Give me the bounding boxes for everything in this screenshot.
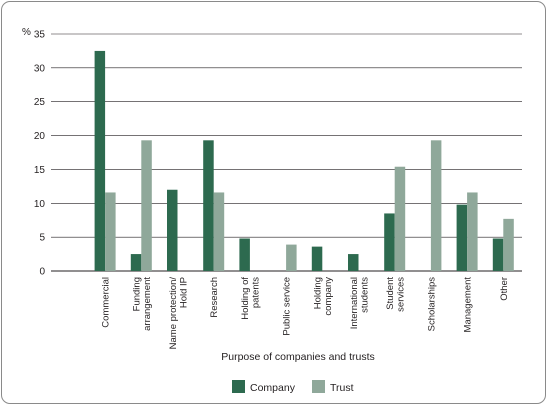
legend-swatch	[312, 380, 325, 393]
category-label-line: Public service	[282, 277, 293, 336]
y-tick-label: 35	[34, 30, 46, 41]
category-label: Internationalstudents	[349, 277, 371, 330]
category-label: Management	[463, 277, 474, 333]
category-label: Holdingcompany	[313, 277, 335, 316]
category-label-line: Management	[463, 277, 474, 333]
bar-trust-8	[394, 166, 406, 271]
category-label-line: Hold IP	[178, 277, 189, 308]
legend: Company Trust	[232, 380, 354, 394]
grid-lines	[51, 33, 522, 272]
category-label-line: Funding	[132, 277, 143, 311]
category-label: Holding ofpatents	[240, 277, 262, 320]
category-label-line: Research	[209, 277, 220, 318]
category-label: Research	[209, 277, 220, 318]
x-axis-title: Purpose of companies and trusts	[221, 351, 375, 363]
category-label-line: services	[395, 277, 406, 312]
bar-company-10	[456, 204, 468, 271]
category-label-line: arrangement	[142, 277, 153, 331]
bar-company-0	[94, 50, 106, 271]
category-label-line: patents	[251, 277, 262, 308]
bar-company-2	[167, 189, 178, 271]
legend-label: Company	[250, 382, 296, 394]
bar-trust-10	[467, 192, 478, 271]
category-label: Name protection/Hold IP	[168, 277, 190, 350]
bar-company-7	[348, 254, 359, 271]
bar-trust-1	[141, 140, 152, 271]
category-labels: Commercial Fundingarrangement Name protect…	[101, 277, 510, 350]
category-label: Other	[499, 277, 510, 301]
bar-company-8	[384, 213, 395, 271]
category-label-line: Holding	[313, 277, 324, 309]
bar-trust-5	[286, 244, 297, 271]
category-label: Fundingarrangement	[132, 277, 154, 331]
y-tick-label: 10	[34, 199, 46, 210]
category-label-line: Name protection/	[168, 277, 179, 350]
y-tick-label: 25	[34, 97, 46, 108]
bar-company-11	[492, 238, 504, 271]
legend-swatch	[232, 380, 245, 393]
category-label-line: Scholarships	[426, 277, 437, 332]
category-label-line: company	[323, 277, 334, 316]
category-label: Public service	[282, 277, 293, 336]
bar-trust-9	[430, 140, 442, 271]
y-axis-unit-label: %	[22, 27, 31, 38]
bar-company-4	[239, 238, 250, 271]
bar-company-1	[130, 254, 142, 271]
bar-trust-0	[105, 192, 116, 271]
category-label-line: Other	[499, 277, 510, 301]
category-label-line: Commercial	[101, 277, 112, 328]
y-tick-label: 20	[34, 131, 46, 142]
bar-trust-3	[213, 192, 225, 271]
category-label: Scholarships	[426, 277, 437, 332]
category-label-line: Holding of	[240, 277, 251, 320]
bars	[94, 50, 514, 271]
category-label-line: Student	[385, 277, 396, 310]
category-label-line: students	[359, 277, 370, 313]
y-tick-label: 15	[34, 165, 46, 176]
bar-trust-11	[503, 218, 514, 271]
y-tick-labels: 0 5 10 15 20 25 30 35	[34, 30, 46, 278]
y-tick-label: 0	[39, 267, 45, 278]
bar-company-6	[311, 246, 323, 271]
category-label: Commercial	[101, 277, 112, 328]
category-label: Studentservices	[385, 277, 407, 312]
y-tick-label: 5	[39, 233, 45, 244]
bar-company-3	[203, 140, 214, 271]
y-tick-label: 30	[34, 63, 46, 74]
category-label-line: International	[349, 277, 360, 329]
legend-label: Trust	[330, 382, 354, 394]
